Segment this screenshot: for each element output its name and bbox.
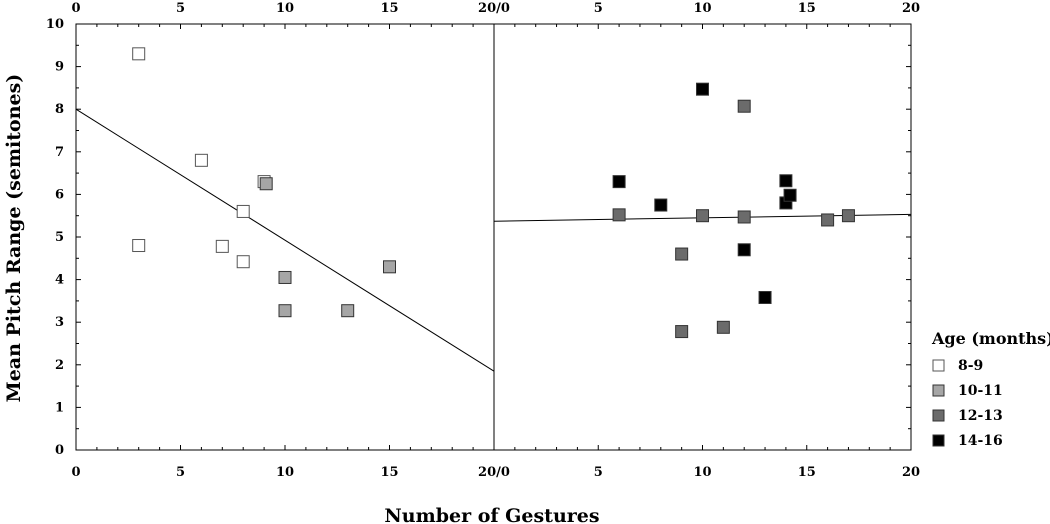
point-14-16 [612, 175, 626, 189]
x-tick-label-top: 20/0 [478, 1, 510, 16]
point-12-13 [716, 320, 730, 334]
point-12-13 [821, 213, 835, 227]
fit-line-panel-1 [75, 108, 495, 372]
point-14-16 [737, 243, 751, 257]
point-8-9 [215, 239, 229, 253]
y-tick-label: 10 [46, 17, 64, 32]
point-12-13 [696, 209, 709, 223]
point-12-13 [675, 325, 689, 339]
legend-swatch [932, 359, 945, 372]
x-tick-label: 15 [380, 465, 398, 480]
point-14-16 [783, 188, 797, 202]
y-axis-title: Mean Pitch Range (semitones) [3, 74, 25, 403]
legend-swatch [932, 409, 945, 422]
x-tick-label: 0 [71, 465, 80, 480]
point-10-11 [341, 304, 355, 318]
point-10-11 [383, 260, 396, 274]
x-tick-label-top: 10 [276, 1, 294, 16]
point-14-16 [696, 82, 709, 96]
y-tick-label: 7 [55, 145, 64, 160]
x-axis-title: Number of Gestures [384, 505, 599, 524]
y-tick-label: 2 [55, 358, 64, 373]
x-tick-label-top: 15 [798, 1, 816, 16]
legend-swatch [932, 434, 945, 447]
point-12-13 [675, 247, 689, 261]
point-14-16 [654, 198, 668, 212]
legend-swatch [932, 384, 945, 397]
point-14-16 [779, 174, 793, 188]
y-tick-label: 4 [55, 273, 64, 288]
point-8-9 [236, 204, 250, 218]
y-tick-label: 5 [55, 230, 64, 245]
point-8-9 [194, 153, 208, 167]
x-tick-label: 10 [693, 465, 711, 480]
y-tick-label: 3 [55, 315, 64, 330]
panel-frame-1 [75, 23, 495, 451]
legend-label: 12-13 [958, 408, 1003, 424]
legend-title: Age (months) [931, 329, 1050, 348]
point-8-9 [132, 239, 146, 253]
y-tick-label: 1 [55, 400, 64, 415]
x-tick-label: 5 [176, 465, 185, 480]
point-8-9 [236, 255, 250, 269]
axis-ticks: 01234567891000551010151520/020/055101015… [46, 1, 920, 480]
x-tick-label-top: 20 [902, 1, 920, 16]
x-tick-label: 5 [594, 465, 603, 480]
x-tick-label-top: 0 [71, 1, 80, 16]
point-10-11 [278, 270, 292, 284]
x-tick-label: 15 [798, 465, 816, 480]
x-tick-label-top: 5 [176, 1, 185, 16]
x-tick-label-top: 10 [693, 1, 711, 16]
x-tick-label-top: 15 [380, 1, 398, 16]
point-12-13 [612, 208, 626, 222]
data-points [132, 47, 855, 339]
legend: Age (months) 8-9 10-11 12-13 14-16 [931, 329, 1050, 449]
point-10-11 [259, 177, 273, 191]
point-14-16 [758, 290, 772, 304]
x-tick-label: 20/0 [478, 465, 510, 480]
plot-frames [75, 23, 912, 451]
point-10-11 [278, 304, 292, 318]
y-tick-label: 9 [55, 60, 64, 75]
legend-label: 8-9 [958, 358, 983, 374]
x-tick-label: 10 [276, 465, 294, 480]
y-tick-label: 0 [55, 443, 64, 458]
point-12-13 [737, 99, 751, 113]
point-12-13 [737, 210, 751, 224]
point-8-9 [132, 47, 146, 61]
x-tick-label: 20 [902, 465, 920, 480]
y-tick-label: 8 [55, 102, 64, 117]
legend-label: 10-11 [958, 383, 1003, 399]
y-tick-label: 6 [55, 187, 64, 202]
legend-label: 14-16 [958, 433, 1003, 449]
x-tick-label-top: 5 [594, 1, 603, 16]
point-12-13 [841, 209, 855, 223]
